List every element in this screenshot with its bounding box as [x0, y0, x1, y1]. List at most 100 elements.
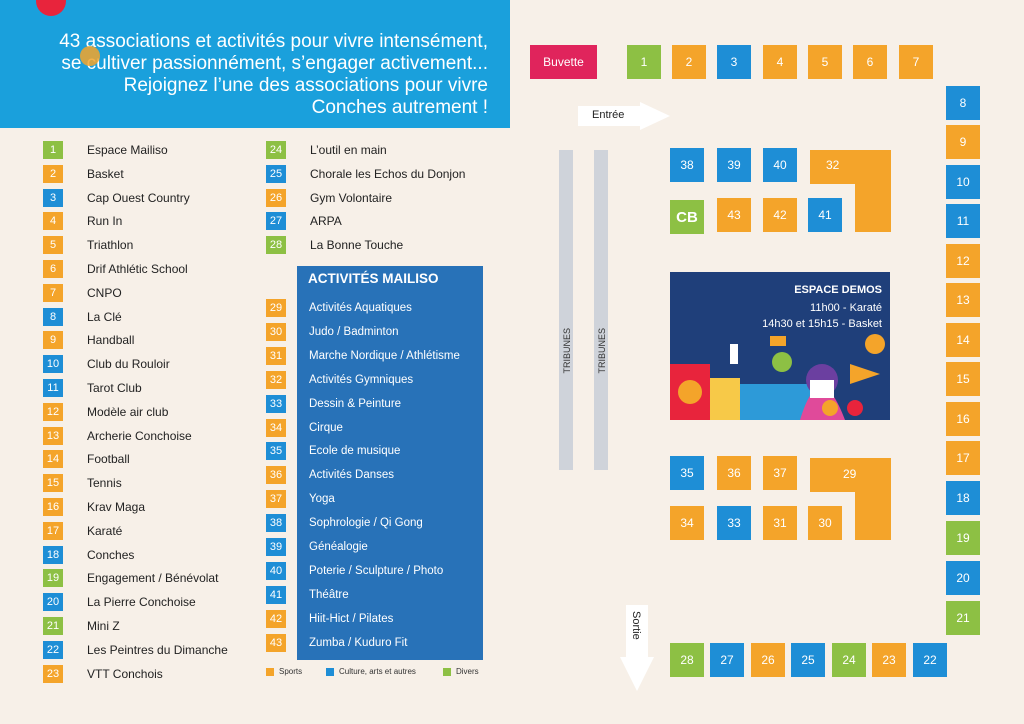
legend-label: Drif Athlétic School [87, 262, 188, 276]
legend-number-badge: 1 [43, 141, 63, 159]
mailiso-number-badge: 42 [266, 609, 286, 628]
booth-32 [810, 150, 891, 232]
booth: 20 [946, 561, 980, 595]
legend-item: 28 La Bonne Touche [266, 235, 403, 255]
booth: 14 [946, 323, 980, 357]
buvette-booth: Buvette [530, 45, 597, 79]
booth: 19 [946, 521, 980, 555]
legend-item: 7 CNPO [43, 283, 122, 303]
mailiso-number-badge: 30 [266, 322, 286, 341]
booth: 35 [670, 456, 704, 490]
mailiso-label: Généalogie [309, 541, 368, 553]
booth: 41 [808, 198, 842, 232]
legend-item: 22 Les Peintres du Dimanche [43, 640, 228, 660]
espace-demos: ESPACE DEMOS 11h00 - Karaté 14h30 et 15h… [670, 272, 890, 420]
mailiso-number-badge: 41 [266, 585, 286, 604]
booth: 4 [763, 45, 797, 79]
legend-number-badge: 12 [43, 402, 63, 421]
sortie-arrow: Sortie [620, 605, 654, 691]
legend-item: 24 L’outil en main [266, 140, 387, 160]
legend-item: 15 Tennis [43, 473, 122, 493]
booth: 1 [627, 45, 661, 79]
legend-item: 19 Engagement / Bénévolat [43, 568, 218, 588]
legend-item: 3 Cap Ouest Country [43, 188, 190, 208]
legend-label: La Clé [87, 309, 122, 324]
mailiso-title: ACTIVITÉS MAILISO [308, 271, 439, 286]
divers-swatch [443, 667, 451, 676]
header-line-3: Rejoignez l’une des associations pour vi… [123, 75, 488, 96]
mailiso-number-badge: 32 [266, 370, 286, 389]
booth: 28 [670, 643, 704, 677]
legend-label: Conches [87, 547, 135, 562]
tribune-right [594, 150, 608, 470]
mailiso-number-badge: 34 [266, 418, 286, 437]
booth: 10 [946, 165, 980, 199]
legend-label: Karaté [87, 523, 123, 538]
tribune-label: TRIBUNES [597, 328, 607, 374]
legend-label: Basket [87, 166, 124, 181]
category-sports: Sports [266, 667, 302, 676]
legend-number-badge: 17 [43, 521, 63, 540]
legend-item: 11 Tarot Club [43, 378, 142, 398]
legend-label: Archerie Conchoise [87, 428, 192, 443]
mailiso-number-badge: 33 [266, 394, 286, 413]
legend-label: Handball [87, 333, 135, 348]
legend-item: 10 Club du Rouloir [43, 354, 170, 374]
sports-swatch [266, 667, 274, 676]
mailiso-panel: ACTIVITÉS MAILISO 29 Activités Aquatiques… [266, 266, 483, 660]
legend-number-badge: 8 [43, 307, 63, 326]
legend-number-badge: 28 [266, 236, 286, 255]
legend-label: Espace Mailiso [87, 143, 168, 157]
mailiso-label: Théâtre [309, 588, 349, 601]
culture-swatch [326, 667, 334, 676]
legend-item: 8 La Clé [43, 307, 122, 327]
legend-label: Mini Z [87, 619, 120, 633]
legend-item: 21 Mini Z [43, 616, 120, 636]
category-divers: Divers [443, 667, 479, 676]
legend-item: 14 Football [43, 449, 130, 469]
booth: 12 [946, 244, 980, 278]
mailiso-label: Activités Aquatiques [309, 302, 412, 314]
legend-number-badge: 13 [43, 426, 63, 445]
category-divers-label: Divers [456, 667, 479, 676]
booth: 30 [808, 506, 842, 540]
legend-item: 4 Run In [43, 211, 122, 231]
mailiso-number-badge: 40 [266, 561, 286, 580]
booth: 23 [872, 643, 906, 677]
mailiso-label: Poterie / Sculpture / Photo [309, 564, 444, 577]
legend-label: Football [87, 452, 130, 467]
entree-label: Entrée [592, 109, 625, 121]
legend-item: 23 VTT Conchois [43, 664, 163, 684]
legend-number-badge: 27 [266, 212, 286, 231]
legend-item: 25 Chorale les Echos du Donjon [266, 164, 465, 184]
legend-label: VTT Conchois [87, 666, 163, 681]
booth: 2 [672, 45, 706, 79]
legend-item: 20 La Pierre Conchoise [43, 592, 196, 612]
booth-label: 29 [843, 467, 857, 481]
legend-label: Gym Volontaire [310, 190, 393, 205]
legend-label: Engagement / Bénévolat [87, 571, 219, 586]
mailiso-number-badge: 35 [266, 442, 286, 461]
booth: 39 [717, 148, 751, 182]
booth: 26 [751, 643, 785, 677]
demo-title: ESPACE DEMOS [794, 284, 882, 296]
booth: 21 [946, 601, 980, 635]
mailiso-label: Marche Nordique / Athlétisme [309, 349, 460, 362]
booth: 34 [670, 506, 704, 540]
booth: 16 [946, 402, 980, 436]
category-culture: Culture, arts et autres [326, 667, 416, 676]
booth: 33 [717, 506, 751, 540]
mailiso-number-badge: 39 [266, 538, 286, 556]
legend-number-badge: 2 [43, 164, 63, 183]
mailiso-label: Sophrologie / Qi Gong [309, 517, 423, 530]
arrow-down-icon [620, 605, 654, 691]
mailiso-number-badge: 38 [266, 514, 286, 533]
decorative-dot [36, 0, 66, 16]
mailiso-label: Activités Danses [309, 469, 395, 482]
legend-number-badge: 25 [266, 164, 286, 183]
mailiso-label: Dessin & Peinture [309, 397, 402, 410]
mailiso-label: Activités Gymniques [309, 373, 414, 386]
legend-number-badge: 9 [43, 331, 63, 350]
mailiso-number-badge: 29 [266, 299, 286, 317]
decorative-dot [80, 46, 100, 66]
